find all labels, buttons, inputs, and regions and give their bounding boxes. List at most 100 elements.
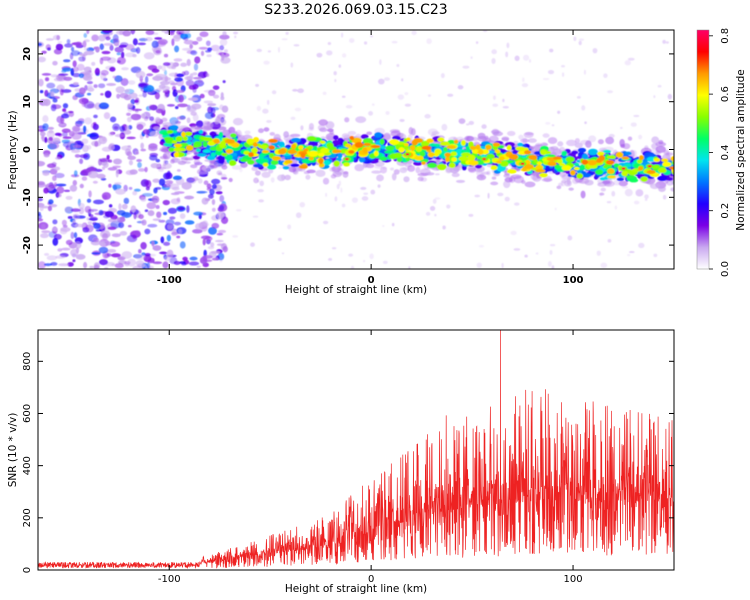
heatmap-cell xyxy=(118,203,122,211)
heatmap-cell xyxy=(506,145,512,151)
heatmap-cell xyxy=(72,144,82,149)
heatmap-cell xyxy=(177,103,188,108)
heatmap-cell xyxy=(574,138,580,144)
heatmap-cell xyxy=(203,180,209,186)
heatmap-cell xyxy=(340,187,343,193)
heatmap-cell xyxy=(180,155,188,163)
heatmap-cell xyxy=(104,266,109,269)
heatmap-cell xyxy=(110,241,121,247)
heatmap-cell xyxy=(202,238,206,246)
heatmap-cell xyxy=(172,186,180,191)
heatmap-cell xyxy=(497,192,504,197)
heatmap-cell xyxy=(322,91,327,96)
heatmap-cell xyxy=(211,257,219,261)
heatmap-cell xyxy=(176,116,186,120)
heatmap-cell xyxy=(193,76,202,80)
heatmap-cell xyxy=(646,170,656,175)
heatmap-cell xyxy=(576,173,584,179)
heatmap-cell xyxy=(221,164,228,170)
heatmap-cell xyxy=(556,158,563,164)
heatmap-cell xyxy=(127,80,136,85)
heatmap-cell xyxy=(93,84,98,88)
heatmap-cell xyxy=(673,180,674,184)
heatmap-cell xyxy=(52,60,58,66)
heatmap-cell xyxy=(98,83,106,89)
heatmap-cell xyxy=(599,177,607,181)
heatmap-cell xyxy=(578,40,582,46)
heatmap-cell xyxy=(149,104,158,111)
heatmap-cell xyxy=(158,178,166,186)
heatmap-cell xyxy=(185,145,194,152)
heatmap-cell xyxy=(221,152,228,157)
heatmap-cell xyxy=(383,77,390,81)
heatmap-cell xyxy=(108,204,113,208)
heatmap-cell xyxy=(181,181,192,190)
heatmap-cell xyxy=(502,105,509,109)
heatmap-cell xyxy=(140,148,147,152)
heatmap-cell xyxy=(380,166,388,174)
heatmap-cell xyxy=(306,135,317,142)
heatmap-cell xyxy=(603,73,608,79)
heatmap-cell xyxy=(256,48,262,53)
heatmap-cell xyxy=(567,235,573,241)
heatmap-cell xyxy=(129,169,138,175)
heatmap-cell xyxy=(380,145,387,150)
heatmap-cell xyxy=(78,73,85,79)
heatmap-cell xyxy=(170,192,180,196)
heatmap-cell xyxy=(103,42,113,46)
heatmap-hotspot-core xyxy=(647,165,652,168)
heatmap-cell xyxy=(163,69,167,76)
heatmap-cell xyxy=(503,173,511,178)
heatmap-cell xyxy=(138,214,144,220)
heatmap-cell xyxy=(201,197,209,205)
heatmap-cell xyxy=(290,163,300,168)
heatmap-cell xyxy=(84,117,92,125)
heatmap-cell xyxy=(86,166,97,173)
heatmap-cell xyxy=(557,110,561,114)
heatmap-cell xyxy=(602,149,612,154)
heatmap-cell xyxy=(571,150,579,155)
colorbar-bar xyxy=(696,29,710,270)
heatmap-cell xyxy=(523,131,534,138)
heatmap-cell xyxy=(107,167,118,171)
heatmap-cell xyxy=(113,158,122,165)
heatmap-cell xyxy=(149,116,155,122)
heatmap-cell xyxy=(132,38,138,46)
heatmap-cell xyxy=(528,154,538,161)
heatmap-cell xyxy=(144,252,151,257)
heatmap-cell xyxy=(292,88,298,92)
heatmap-cell xyxy=(379,138,385,145)
heatmap-cell xyxy=(135,46,141,54)
heatmap-cell xyxy=(65,239,73,246)
heatmap-cell xyxy=(627,57,635,61)
heatmap-cell xyxy=(290,137,301,143)
heatmap-cell xyxy=(596,250,601,256)
heatmap-cell xyxy=(325,133,336,142)
heatmap-cell xyxy=(658,185,666,192)
heatmap-cell xyxy=(162,163,172,169)
heatmap-cell xyxy=(581,159,589,165)
heatmap-cell xyxy=(38,218,44,222)
heatmap-cell xyxy=(197,153,207,157)
heatmap-cell xyxy=(42,115,49,123)
heatmap-cell xyxy=(421,161,426,165)
heatmap-cell xyxy=(199,93,205,99)
heatmap-cell xyxy=(75,120,85,125)
heatmap-cell xyxy=(70,248,79,257)
heatmap-cell xyxy=(470,56,473,60)
heatmap-cell xyxy=(98,209,104,216)
heatmap-cell xyxy=(638,242,645,249)
heatmap-cell xyxy=(521,179,526,184)
heatmap-cell xyxy=(283,131,290,138)
heatmap-cell xyxy=(379,156,388,161)
snr-frame xyxy=(37,329,675,571)
heatmap-cell xyxy=(124,89,130,93)
heatmap-cell xyxy=(177,206,185,211)
heatmap-cell xyxy=(650,183,660,190)
heatmap-cell xyxy=(99,57,104,65)
heatmap-cell xyxy=(71,208,81,212)
heatmap-cell xyxy=(462,65,470,69)
heatmap-cell xyxy=(341,95,346,98)
heatmap-cell xyxy=(57,123,67,126)
heatmap-cell xyxy=(258,144,269,149)
